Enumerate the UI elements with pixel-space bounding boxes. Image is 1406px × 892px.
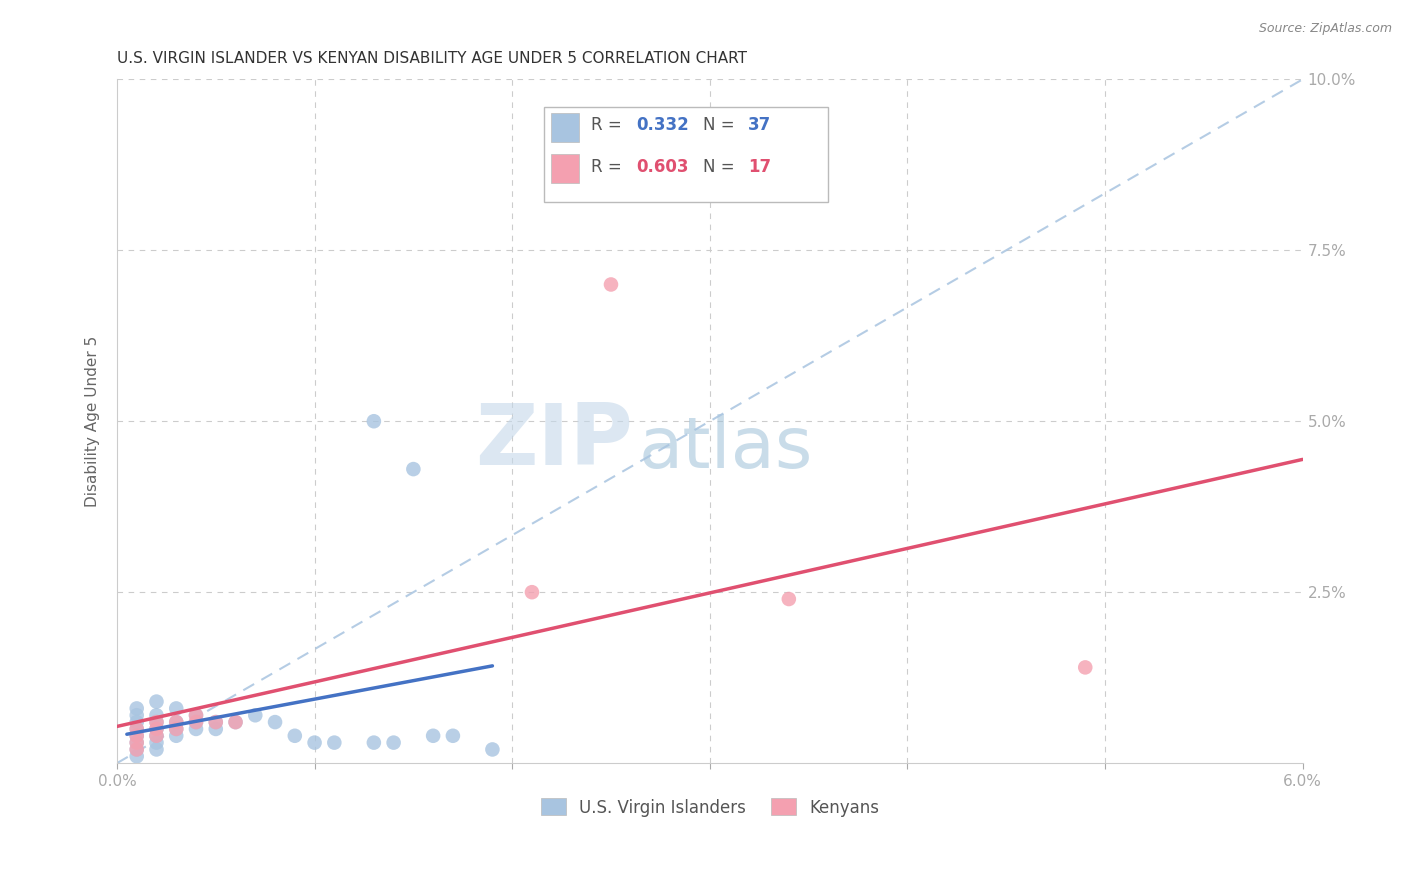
Point xyxy=(382,736,405,750)
Point xyxy=(145,708,167,723)
Point xyxy=(184,708,207,723)
Point xyxy=(165,722,187,736)
Point xyxy=(125,729,148,743)
Point xyxy=(323,736,346,750)
Text: Source: ZipAtlas.com: Source: ZipAtlas.com xyxy=(1258,22,1392,36)
Point xyxy=(225,715,247,730)
Text: N =: N = xyxy=(703,116,740,134)
Text: R =: R = xyxy=(592,116,627,134)
Point xyxy=(441,729,464,743)
Point xyxy=(422,729,444,743)
Point xyxy=(778,592,800,607)
Text: U.S. VIRGIN ISLANDER VS KENYAN DISABILITY AGE UNDER 5 CORRELATION CHART: U.S. VIRGIN ISLANDER VS KENYAN DISABILIT… xyxy=(117,51,747,66)
Point xyxy=(145,742,167,756)
FancyBboxPatch shape xyxy=(544,107,828,202)
Point xyxy=(145,715,167,730)
Point xyxy=(520,585,543,599)
Text: R =: R = xyxy=(592,158,627,176)
Point xyxy=(363,736,385,750)
Point xyxy=(165,715,187,730)
Point xyxy=(225,715,247,730)
Point xyxy=(125,742,148,756)
Point xyxy=(304,736,326,750)
Point xyxy=(1074,660,1097,674)
Point xyxy=(284,729,307,743)
Point xyxy=(165,729,187,743)
Point xyxy=(125,715,148,730)
Point xyxy=(204,722,226,736)
Point xyxy=(145,695,167,709)
Point xyxy=(125,722,148,736)
FancyBboxPatch shape xyxy=(551,113,579,142)
Point xyxy=(145,736,167,750)
Text: 37: 37 xyxy=(748,116,770,134)
Point xyxy=(145,722,167,736)
Text: ZIP: ZIP xyxy=(475,401,633,483)
Point xyxy=(402,462,425,476)
Point xyxy=(165,715,187,730)
Point xyxy=(125,736,148,750)
Point xyxy=(145,729,167,743)
Point xyxy=(204,715,226,730)
Point xyxy=(145,722,167,736)
Text: N =: N = xyxy=(703,158,740,176)
FancyBboxPatch shape xyxy=(551,154,579,183)
Point xyxy=(125,708,148,723)
Point xyxy=(125,749,148,764)
Point xyxy=(363,414,385,428)
Text: 0.603: 0.603 xyxy=(637,158,689,176)
Point xyxy=(184,708,207,723)
Point xyxy=(145,729,167,743)
Point xyxy=(600,277,623,292)
Legend: U.S. Virgin Islanders, Kenyans: U.S. Virgin Islanders, Kenyans xyxy=(534,792,886,823)
Point xyxy=(165,701,187,715)
Point xyxy=(165,722,187,736)
Point xyxy=(264,715,287,730)
Point xyxy=(125,722,148,736)
Point xyxy=(125,729,148,743)
Point xyxy=(125,701,148,715)
Point xyxy=(245,708,267,723)
Text: atlas: atlas xyxy=(638,414,813,483)
Point xyxy=(125,742,148,756)
Y-axis label: Disability Age Under 5: Disability Age Under 5 xyxy=(86,335,100,507)
Point xyxy=(204,715,226,730)
Point xyxy=(145,715,167,730)
Point xyxy=(481,742,503,756)
Point xyxy=(125,736,148,750)
Point xyxy=(184,715,207,730)
Text: 0.332: 0.332 xyxy=(637,116,689,134)
Text: 17: 17 xyxy=(748,158,770,176)
Point xyxy=(184,722,207,736)
Point xyxy=(184,715,207,730)
